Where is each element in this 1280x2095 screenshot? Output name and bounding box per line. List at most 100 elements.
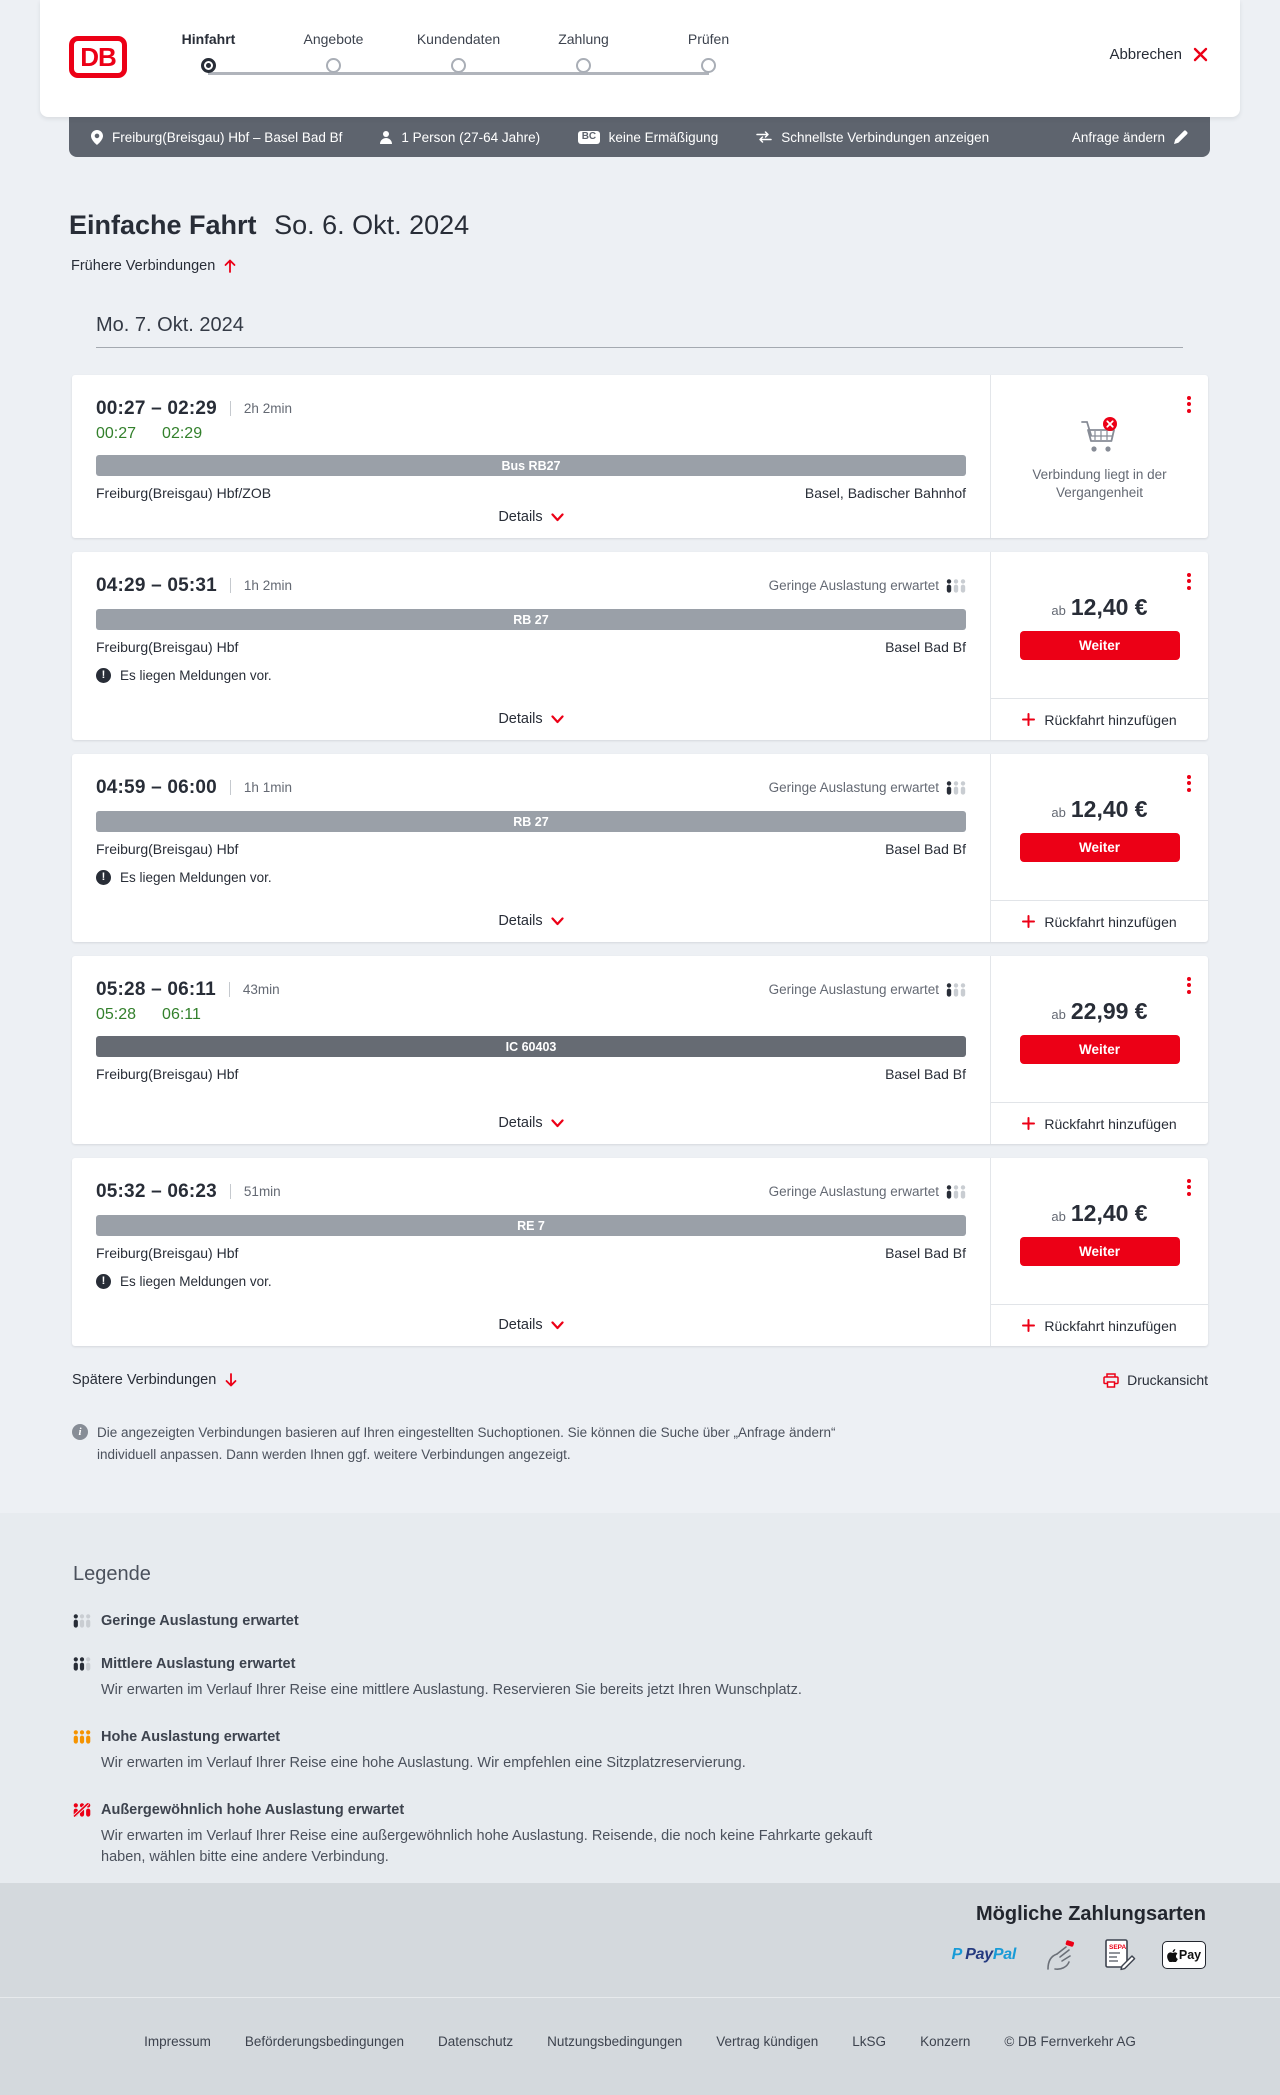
arrow-up-icon (224, 259, 236, 273)
train-label: IC 60403 (505, 1039, 557, 1054)
connection-actions: Verbindung liegt in der Vergangenheit (990, 375, 1208, 538)
footer-link-vertrag-kuendigen[interactable]: Vertrag kündigen (716, 2034, 819, 2049)
legend-item-exceptional: Außergewöhnlich hohe Auslastung erwartet… (73, 1802, 1280, 1870)
footer-link-nutzungsbedingungen[interactable]: Nutzungsbedingungen (547, 2034, 683, 2049)
kebab-menu[interactable] (1185, 770, 1193, 796)
past-notice: Verbindung liegt in der Vergangenheit (1032, 467, 1167, 501)
from-price-label: ab (1051, 805, 1066, 820)
train-segment-bar: RE 7 (96, 1215, 966, 1236)
connection-main: 05:28 – 06:11 43min Geringe Auslastung e… (72, 956, 990, 1144)
details-toggle[interactable]: Details (72, 711, 990, 727)
notice-text: Es liegen Meldungen vor. (120, 667, 272, 683)
details-toggle[interactable]: Details (72, 509, 990, 525)
sepa-mandate-icon: SEPA (1105, 1939, 1136, 1971)
kebab-menu[interactable] (1185, 1174, 1193, 1200)
legend-item-title: Hohe Auslastung erwartet (101, 1728, 281, 1745)
connection-duration: 2h 2min (229, 401, 292, 416)
weiter-button[interactable]: Weiter (1019, 631, 1180, 660)
add-return-button[interactable]: Rückfahrt hinzufügen (991, 1304, 1208, 1346)
footer-link-lksg[interactable]: LkSG (852, 2034, 887, 2049)
weiter-button[interactable]: Weiter (1019, 1237, 1180, 1266)
payment-methods-section: Mögliche Zahlungsarten P PayPal SEPA (0, 1883, 1280, 1997)
fastest-connections-toggle[interactable]: Schnellste Verbindungen anzeigen (756, 130, 989, 145)
kebab-menu[interactable] (1185, 972, 1193, 998)
footer-link-impressum[interactable]: Impressum (144, 2034, 211, 2049)
journey-date: So. 6. Okt. 2024 (274, 210, 470, 240)
step-angebote[interactable]: Angebote (271, 31, 396, 73)
add-return-button[interactable]: Rückfahrt hinzufügen (991, 1102, 1208, 1144)
step-kundendaten[interactable]: Kundendaten (396, 31, 521, 73)
footer-link-datenschutz[interactable]: Datenschutz (438, 2034, 514, 2049)
step-circle[interactable] (576, 58, 591, 73)
connection-duration: 51min (229, 1184, 281, 1199)
print-label: Druckansicht (1127, 1372, 1208, 1388)
cart-unavailable-icon (1080, 417, 1117, 452)
legend-item-title: Geringe Auslastung erwartet (101, 1613, 299, 1629)
occupancy-indicator: Geringe Auslastung erwartet (769, 780, 966, 795)
add-return-label: Rückfahrt hinzufügen (1044, 711, 1177, 728)
discount-summary: BC keine Ermäßigung (578, 130, 718, 145)
footer-link-befoerderungsbedingungen[interactable]: Beförderungsbedingungen (244, 2034, 405, 2049)
arrow-down-icon (225, 1373, 237, 1387)
details-toggle[interactable]: Details (72, 913, 990, 929)
page-title: Einfache Fahrt So. 6. Okt. 2024 (69, 209, 1280, 241)
legend-item-low: Geringe Auslastung erwartet (73, 1613, 1280, 1629)
add-return-button[interactable]: Rückfahrt hinzufügen (991, 900, 1208, 942)
footer-copyright: © DB Fernverkehr AG (1004, 2034, 1136, 2049)
earlier-label: Frühere Verbindungen (71, 258, 216, 274)
step-pruefen[interactable]: Prüfen (646, 31, 771, 73)
route-summary: Freiburg(Breisgau) Hbf – Basel Bad Bf (91, 129, 342, 145)
departure-station: Freiburg(Breisgau) Hbf (96, 841, 239, 857)
step-zahlung[interactable]: Zahlung (521, 31, 646, 73)
printer-icon (1103, 1372, 1119, 1388)
earlier-connections-link[interactable]: Frühere Verbindungen (71, 256, 236, 276)
cancel-button[interactable]: Abbrechen (1109, 46, 1208, 63)
step-circle[interactable] (451, 58, 466, 73)
arrival-station: Basel Bad Bf (885, 841, 966, 857)
occupancy-label: Geringe Auslastung erwartet (768, 1184, 939, 1199)
occupancy-high-icon (73, 1730, 91, 1744)
kebab-menu[interactable] (1185, 568, 1193, 594)
kebab-menu[interactable] (1185, 391, 1193, 417)
step-circle-active[interactable] (201, 58, 216, 73)
occupancy-label: Geringe Auslastung erwartet (768, 780, 939, 795)
step-circle[interactable] (701, 58, 716, 73)
arrival-station: Basel Bad Bf (885, 639, 966, 655)
train-segment-bar: RB 27 (96, 609, 966, 630)
connection-time: 04:59 – 06:00 (96, 776, 217, 798)
details-toggle[interactable]: Details (72, 1317, 990, 1333)
step-label: Zahlung (558, 31, 609, 47)
footer-link-konzern[interactable]: Konzern (920, 2034, 971, 2049)
step-hinfahrt[interactable]: Hinfahrt (146, 31, 271, 73)
passenger-text: 1 Person (27-64 Jahre) (401, 129, 541, 145)
plus-icon (1022, 1319, 1036, 1332)
later-connections-link[interactable]: Spätere Verbindungen (72, 1372, 237, 1388)
swap-arrows-icon (756, 131, 772, 143)
header: DB Hinfahrt Angebote Kundendaten Zahlung (40, 0, 1240, 117)
notice-text: Es liegen Meldungen vor. (120, 1273, 272, 1289)
train-label: RE 7 (517, 1218, 545, 1233)
realtime-row: 00:27 02:29 (96, 425, 966, 445)
passenger-summary: 1 Person (27-64 Jahre) (380, 130, 540, 145)
occupancy-label: Geringe Auslastung erwartet (768, 982, 939, 997)
connection-card-1: 00:27 – 02:29 2h 2min 00:27 02:29 Bus RB… (72, 375, 1208, 538)
notice-row: Es liegen Meldungen vor. (96, 868, 966, 886)
notice-row: Es liegen Meldungen vor. (96, 666, 966, 684)
journey-type: Einfache Fahrt (69, 210, 257, 240)
connection-main: 05:32 – 06:23 51min Geringe Auslastung e… (72, 1158, 990, 1346)
weiter-button[interactable]: Weiter (1019, 1035, 1180, 1064)
from-price-label: ab (1051, 1007, 1066, 1022)
price-value: 22,99 € (1070, 998, 1148, 1024)
realtime-departure: 05:28 (96, 1006, 137, 1023)
edit-request-button[interactable]: Anfrage ändern (1072, 130, 1188, 145)
add-return-button[interactable]: Rückfahrt hinzufügen (991, 698, 1208, 740)
arrival-station: Basel Bad Bf (885, 1245, 966, 1261)
details-toggle[interactable]: Details (72, 1115, 990, 1131)
connection-card-3: 04:59 – 06:00 1h 1min Geringe Auslastung… (72, 754, 1208, 942)
step-circle[interactable] (326, 58, 341, 73)
chevron-down-icon (551, 1320, 564, 1329)
print-view-link[interactable]: Druckansicht (1103, 1372, 1208, 1388)
weiter-button[interactable]: Weiter (1019, 833, 1180, 862)
occupancy-low-icon (946, 780, 966, 795)
